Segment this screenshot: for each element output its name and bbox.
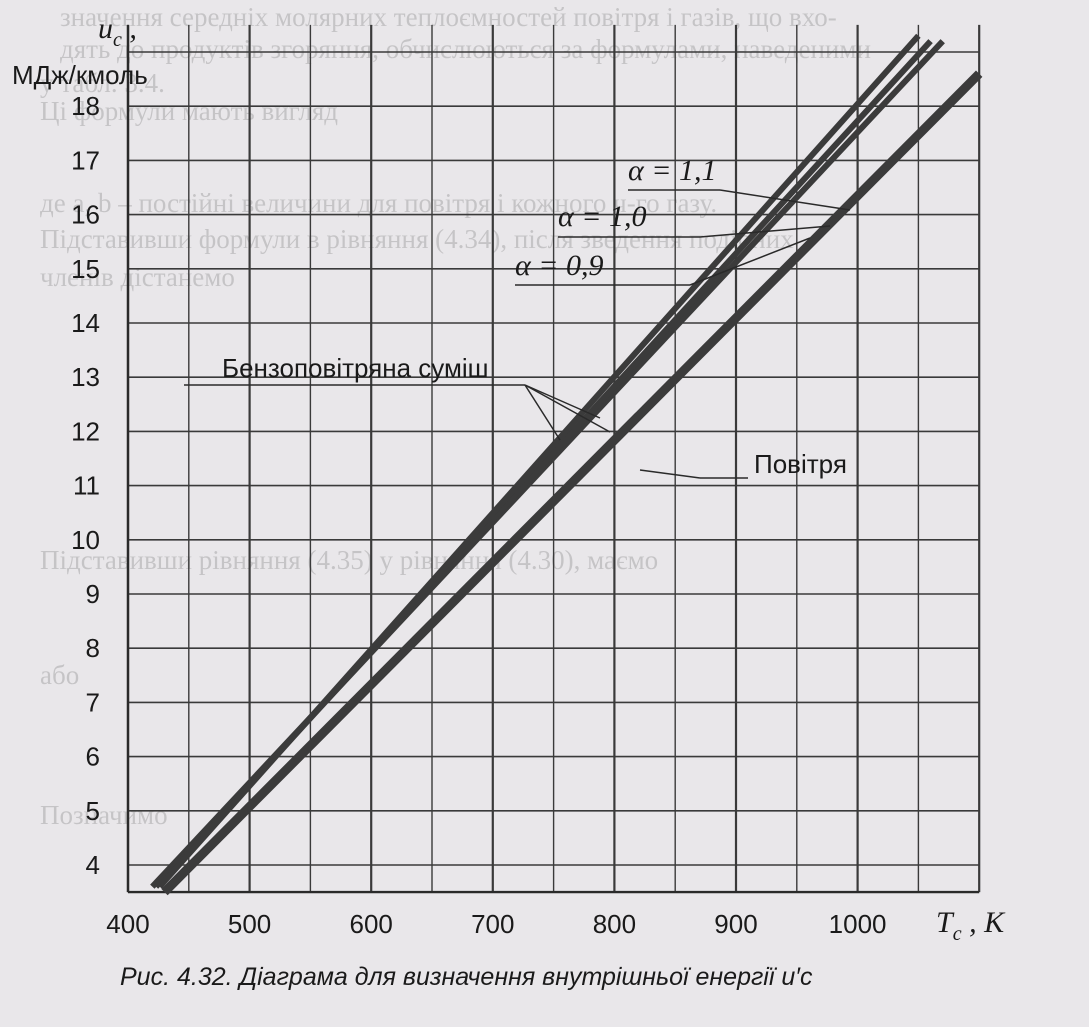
chart-series [150, 33, 983, 896]
y-tick-label: 18 [71, 91, 100, 121]
y-tick-label: 17 [71, 145, 100, 175]
x-tick-label: 500 [228, 909, 271, 939]
y-tick-label: 6 [86, 742, 100, 772]
y-tick-label: 13 [71, 362, 100, 392]
series-line [161, 70, 983, 896]
figure-caption: Рис. 4.32. Діаграма для визначення внутр… [120, 963, 813, 991]
x-tick-label: 1000 [829, 909, 887, 939]
label-air: Повітря [754, 449, 847, 479]
y-tick-label: 15 [71, 254, 100, 284]
x-axis-label: Tc , K [936, 906, 1006, 945]
y-tick-label: 8 [86, 633, 100, 663]
x-tick-label: 900 [714, 909, 757, 939]
y-tick-label: 10 [71, 525, 100, 555]
y-tick-label: 5 [86, 796, 100, 826]
x-tick-label: 600 [350, 909, 393, 939]
leader-mixture [524, 384, 561, 441]
x-tick-label: 400 [106, 909, 149, 939]
y-tick-label: 9 [86, 579, 100, 609]
x-tick-label: 800 [593, 909, 636, 939]
leader-alpha-1-0 [699, 225, 831, 238]
y-tick-label: 7 [86, 687, 100, 717]
leader-alpha-0-9 [689, 237, 811, 286]
label-alpha-0-9: α = 0,9 [515, 249, 604, 282]
x-tick-label: 700 [471, 909, 514, 939]
y-tick-label: 14 [71, 308, 100, 338]
series-line [157, 33, 921, 889]
y-tick-label: 12 [71, 416, 100, 446]
annotation-leaders [184, 189, 851, 479]
leader-alpha-1-1 [719, 189, 851, 211]
label-mixture: Бензоповітряна суміш [222, 353, 489, 383]
y-axis-units: МДж/кмоль [12, 60, 148, 90]
chart-grid [126, 24, 981, 894]
y-axis-label: uc , [98, 12, 137, 51]
y-tick-label: 16 [71, 200, 100, 230]
leader-air [639, 469, 701, 479]
leader-mixture [524, 384, 601, 419]
tick-labels: 400 500 600 700 800 900 1000 4 5 6 7 8 9 10 11 12 13 14 15… [71, 91, 886, 939]
leader-mixture [524, 384, 611, 433]
label-alpha-1-1: α = 1,1 [628, 154, 717, 187]
label-alpha-1-0: α = 1,0 [558, 200, 647, 233]
y-tick-label: 4 [86, 850, 100, 880]
y-tick-label: 11 [73, 471, 100, 501]
